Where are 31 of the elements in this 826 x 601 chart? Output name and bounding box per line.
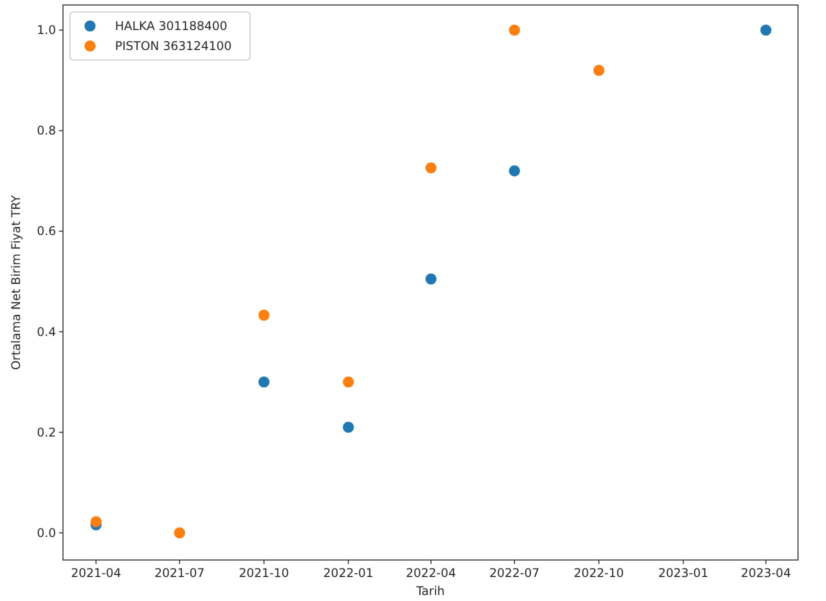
y-tick-label: 0.8 <box>36 124 56 138</box>
point <box>258 310 270 321</box>
y-tick-label: 0.2 <box>36 425 56 440</box>
x-tick-label: 2021-04 <box>70 566 122 580</box>
legend-label: HALKA 301188400 <box>115 19 228 33</box>
point <box>425 162 436 174</box>
point <box>174 527 186 538</box>
x-tick-label: 2023-01 <box>658 566 708 580</box>
y-axis-title: Ortalama Net Birim Fiyat TRY <box>9 194 23 370</box>
point <box>258 376 270 388</box>
x-tick-label: 2022-10 <box>574 566 624 580</box>
point <box>760 24 772 36</box>
point <box>425 273 436 284</box>
x-tick-label: 2021-10 <box>238 566 290 580</box>
point <box>508 165 520 176</box>
point <box>508 24 520 36</box>
point <box>342 376 354 388</box>
x-tick-label: 2022-04 <box>406 566 456 580</box>
x-tick-label: 2022-07 <box>489 566 540 580</box>
legend-label: PISTON 363124100 <box>115 39 232 53</box>
y-tick-label: 0.6 <box>36 224 56 238</box>
point <box>593 64 604 76</box>
y-tick-label: 0.0 <box>36 526 56 540</box>
point <box>342 422 354 433</box>
x-tick-label: 2023-04 <box>740 566 791 580</box>
x-axis-title: Tarih <box>415 584 445 598</box>
x-tick-label: 2022-01 <box>323 566 374 580</box>
x-tick-label: 2021-07 <box>154 566 205 580</box>
y-tick-label: 1.0 <box>36 23 56 38</box>
y-tick-label: 0.4 <box>36 324 56 339</box>
point <box>90 516 102 528</box>
